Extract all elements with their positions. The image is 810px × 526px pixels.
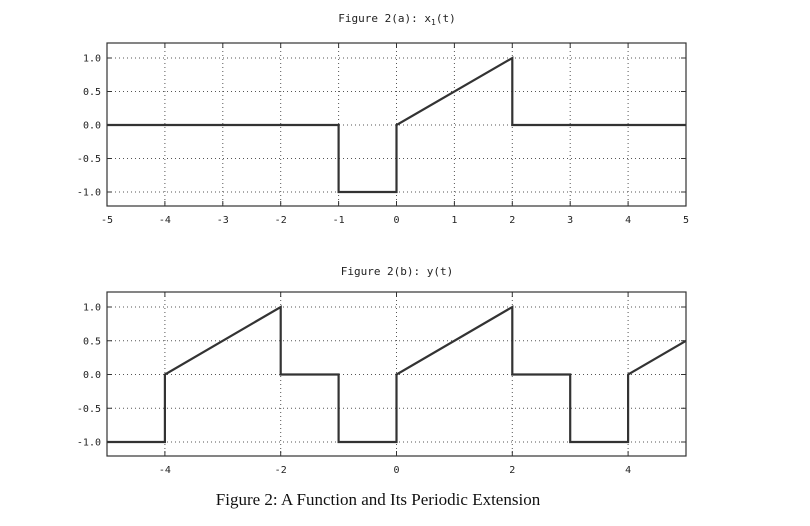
plot-b-title-text: Figure 2(b): y(t) — [340, 265, 454, 278]
x-tick-label: 5 — [683, 215, 689, 226]
y-tick-label: -1.0 — [77, 188, 101, 199]
x-tick-label: 0 — [393, 215, 399, 226]
y-tick-label: 0.5 — [83, 87, 101, 98]
x-tick-label: 0 — [393, 465, 399, 476]
x-tick-label: 4 — [625, 465, 631, 476]
y-tick-label: 1.0 — [83, 54, 101, 65]
plot-b-title: Figure 2(b): y(t) — [0, 265, 794, 278]
x-tick-label: -4 — [159, 465, 171, 476]
x-tick-label: 2 — [509, 465, 515, 476]
plot-b: -4 -2 0 2 4 1.0 0.5 0.0 -0.5 -1.0 — [77, 291, 687, 476]
x-tick-label: -2 — [275, 465, 287, 476]
plot-a: -5 -4 -3 -2 -1 0 1 2 3 4 5 1.0 0.5 0.0 -0.5 -1.0 — [77, 42, 689, 226]
y-tick-label: -0.5 — [77, 154, 101, 165]
x-tick-label: 1 — [451, 215, 457, 226]
y-tick-label: 0.0 — [83, 370, 101, 381]
plot-a-title-text: Figure 2(a): x — [338, 12, 431, 25]
y-tick-label: 1.0 — [83, 303, 101, 314]
x-tick-label: -3 — [217, 215, 229, 226]
x-tick-label: -4 — [159, 215, 171, 226]
y-tick-label: -1.0 — [77, 438, 101, 449]
x-tick-label: -1 — [333, 215, 345, 226]
data-series-line — [107, 305, 687, 444]
figure-caption: Figure 2: A Function and Its Periodic Ex… — [215, 490, 541, 509]
x-tick-label: -2 — [275, 215, 287, 226]
x-tick-label: 3 — [567, 215, 573, 226]
x-tick-label: 4 — [625, 215, 631, 226]
x-tick-label: -5 — [101, 215, 113, 226]
data-series-line — [107, 56, 686, 194]
plot-a-title-subscript: 1 — [431, 18, 436, 28]
y-tick-label: 0.5 — [83, 336, 101, 347]
x-tick-label: 2 — [509, 215, 515, 226]
y-tick-label: 0.0 — [83, 121, 101, 132]
plot-a-title-suffix: (t) — [435, 12, 456, 25]
plot-a-title: Figure 2(a): x1(t) — [0, 12, 794, 27]
y-tick-label: -0.5 — [77, 404, 101, 415]
